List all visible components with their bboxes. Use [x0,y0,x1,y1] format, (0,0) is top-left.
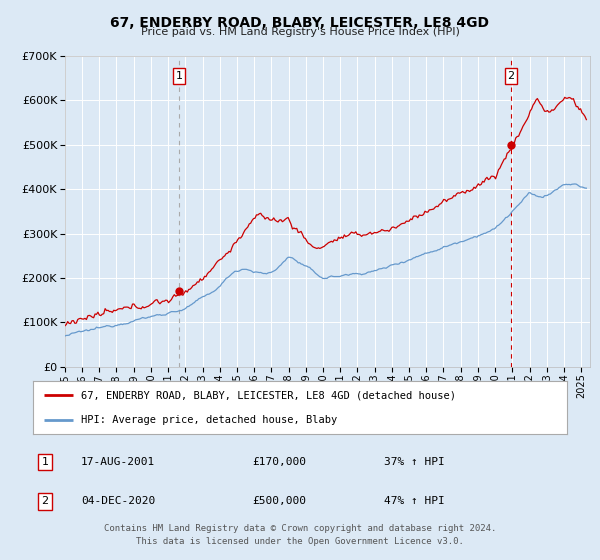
Text: 17-AUG-2001: 17-AUG-2001 [81,457,155,467]
Text: 04-DEC-2020: 04-DEC-2020 [81,496,155,506]
Text: 67, ENDERBY ROAD, BLABY, LEICESTER, LE8 4GD (detached house): 67, ENDERBY ROAD, BLABY, LEICESTER, LE8 … [81,390,456,400]
Text: Contains HM Land Registry data © Crown copyright and database right 2024.
This d: Contains HM Land Registry data © Crown c… [104,524,496,545]
Text: 1: 1 [41,457,49,467]
Text: £170,000: £170,000 [252,457,306,467]
Text: £500,000: £500,000 [252,496,306,506]
Text: 2: 2 [41,496,49,506]
Text: HPI: Average price, detached house, Blaby: HPI: Average price, detached house, Blab… [81,414,337,424]
Text: 67, ENDERBY ROAD, BLABY, LEICESTER, LE8 4GD: 67, ENDERBY ROAD, BLABY, LEICESTER, LE8 … [110,16,490,30]
Text: 47% ↑ HPI: 47% ↑ HPI [384,496,445,506]
Text: 37% ↑ HPI: 37% ↑ HPI [384,457,445,467]
Text: 1: 1 [175,71,182,81]
Text: Price paid vs. HM Land Registry's House Price Index (HPI): Price paid vs. HM Land Registry's House … [140,27,460,37]
Text: 2: 2 [508,71,515,81]
